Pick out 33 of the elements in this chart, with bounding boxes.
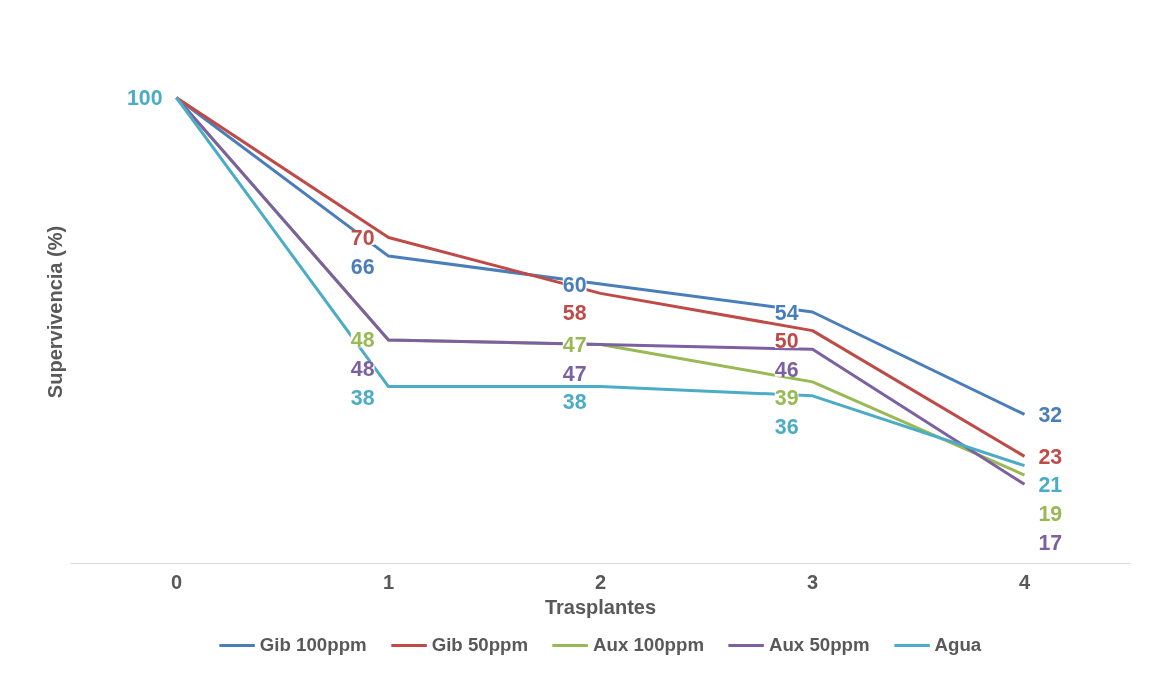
legend-label: Aux 50ppm bbox=[768, 634, 870, 656]
x-tick-label: 2 bbox=[594, 570, 607, 593]
data-label: 50 bbox=[774, 329, 799, 354]
legend-label: Gib 100ppm bbox=[259, 634, 367, 656]
x-tick-label: 3 bbox=[806, 570, 819, 593]
legend-label: Agua bbox=[934, 634, 982, 656]
x-tick-label: 0 bbox=[170, 570, 183, 593]
data-label: 60 bbox=[562, 272, 587, 297]
data-label: 36 bbox=[774, 414, 799, 439]
data-label: 47 bbox=[562, 333, 587, 358]
x-tick-label: 1 bbox=[382, 570, 395, 593]
legend-label: Aux 100ppm bbox=[593, 634, 704, 656]
data-label: 100 bbox=[126, 86, 163, 111]
data-label: 47 bbox=[562, 361, 587, 386]
data-label: 48 bbox=[350, 328, 375, 353]
data-label: 23 bbox=[1038, 444, 1063, 469]
x-axis-title: Trasplantes bbox=[544, 595, 657, 618]
x-tick-label: 4 bbox=[1018, 570, 1031, 593]
data-label: 19 bbox=[1038, 502, 1063, 527]
data-label: 66 bbox=[350, 254, 375, 279]
data-label: 46 bbox=[774, 357, 799, 382]
legend-label: Gib 50ppm bbox=[431, 634, 529, 656]
data-label: 70 bbox=[350, 225, 375, 250]
data-label: 32 bbox=[1038, 402, 1063, 427]
data-label: 17 bbox=[1038, 530, 1063, 555]
data-label: 48 bbox=[350, 357, 375, 382]
data-label: 54 bbox=[774, 300, 799, 325]
data-label: 21 bbox=[1038, 473, 1063, 498]
data-label: 58 bbox=[562, 301, 587, 326]
data-label: 39 bbox=[774, 386, 799, 411]
data-label: 38 bbox=[562, 390, 587, 415]
y-axis-title: Supervivencia (%) bbox=[43, 225, 66, 399]
data-label: 38 bbox=[350, 385, 375, 410]
